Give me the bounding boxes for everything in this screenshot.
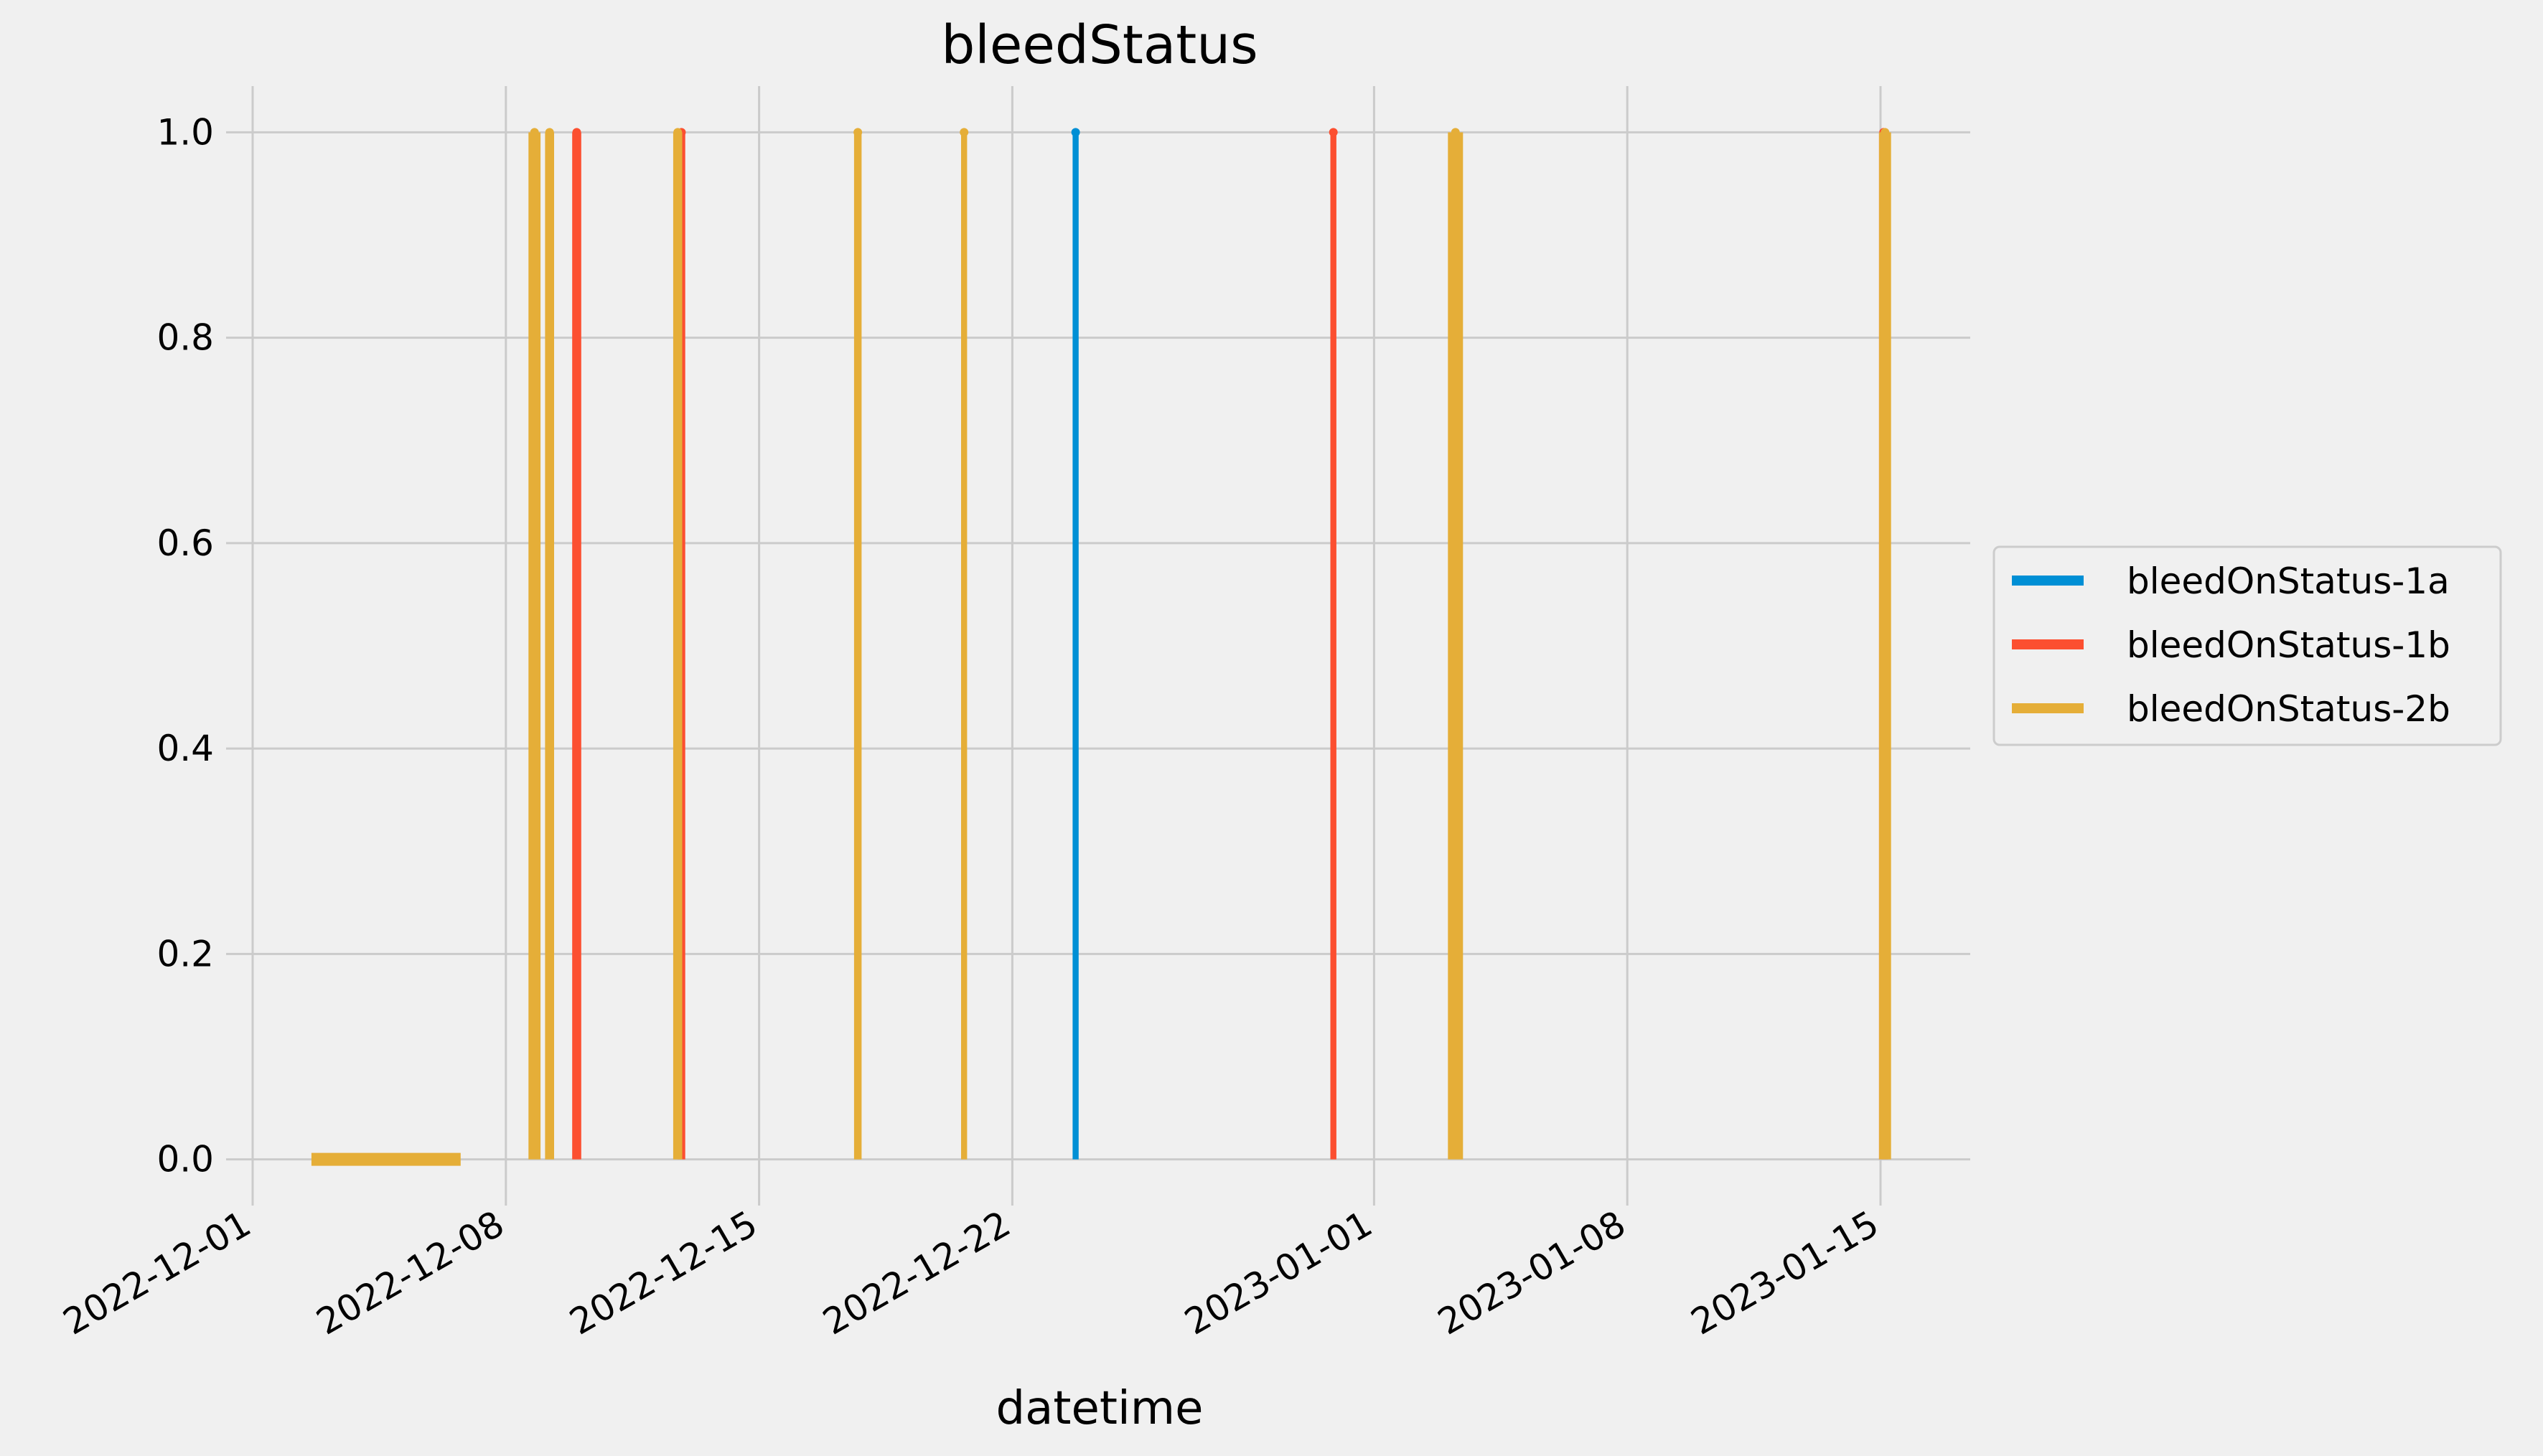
series-marker xyxy=(1071,128,1080,137)
series-pulse xyxy=(1072,132,1079,1160)
chart-title: bleedStatus xyxy=(941,14,1258,76)
series-marker xyxy=(853,128,863,137)
y-tick-label: 1.0 xyxy=(156,111,214,153)
series-pulse xyxy=(572,132,581,1160)
series-bleedOnStatus-2b xyxy=(311,128,1891,1166)
series-pulse xyxy=(545,132,554,1160)
series-baseline-segment xyxy=(311,1152,461,1166)
series-marker xyxy=(572,128,581,137)
series-marker xyxy=(1329,128,1338,137)
x-tick-label: 2022-12-15 xyxy=(563,1203,764,1343)
series-marker xyxy=(673,128,683,137)
y-tick-label: 0.0 xyxy=(156,1139,214,1180)
series-marker xyxy=(1881,128,1890,137)
series-pulse xyxy=(528,132,541,1160)
y-tick-label: 0.6 xyxy=(156,522,214,564)
series-marker xyxy=(960,128,969,137)
legend-label: bleedOnStatus-1a xyxy=(2127,560,2450,602)
y-tick-label: 0.4 xyxy=(156,728,214,769)
x-axis-label: datetime xyxy=(996,1382,1204,1435)
grid xyxy=(226,86,1970,1206)
x-tick-label: 2023-01-01 xyxy=(1178,1203,1380,1343)
series-marker xyxy=(530,128,539,137)
series-marker xyxy=(1451,128,1460,137)
y-tick-label: 0.8 xyxy=(156,317,214,359)
x-tick-label: 2022-12-01 xyxy=(56,1203,258,1343)
series-pulse xyxy=(1878,132,1891,1160)
series-bleedOnStatus-1b xyxy=(572,128,1888,1160)
legend-label: bleedOnStatus-2b xyxy=(2127,688,2450,730)
legend: bleedOnStatus-1a bleedOnStatus-1b bleedOnS… xyxy=(1992,545,2502,746)
y-tick-label: 0.2 xyxy=(156,933,214,974)
x-tick-label: 2022-12-22 xyxy=(816,1203,1018,1343)
series-pulse xyxy=(1448,132,1463,1160)
series-pulse xyxy=(673,132,683,1160)
x-tick-label: 2022-12-08 xyxy=(309,1203,511,1343)
series-pulse xyxy=(961,132,968,1160)
series-layer xyxy=(311,128,1891,1166)
series-pulse xyxy=(1330,132,1336,1160)
x-tick-label: 2023-01-08 xyxy=(1431,1203,1633,1343)
legend-label: bleedOnStatus-1b xyxy=(2127,624,2450,666)
legend-box xyxy=(1992,545,2502,746)
series-bleedOnStatus-1a xyxy=(1071,128,1080,1160)
series-marker xyxy=(545,128,554,137)
x-tick-label: 2023-01-15 xyxy=(1684,1203,1886,1343)
series-pulse xyxy=(853,132,862,1160)
